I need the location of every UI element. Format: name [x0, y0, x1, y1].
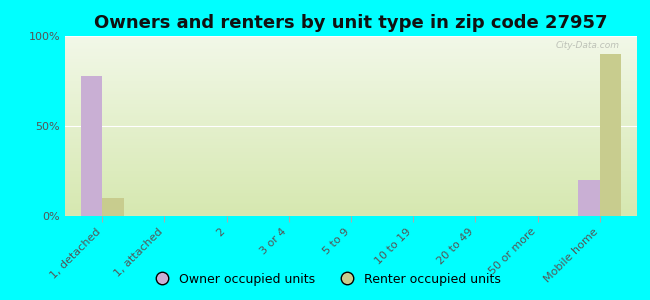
- Bar: [578, 180, 600, 216]
- Text: City-Data.com: City-Data.com: [556, 41, 620, 50]
- Bar: [102, 198, 124, 216]
- Title: Owners and renters by unit type in zip code 27957: Owners and renters by unit type in zip c…: [94, 14, 608, 32]
- Bar: [600, 54, 621, 216]
- Bar: [81, 76, 102, 216]
- Legend: Owner occupied units, Renter occupied units: Owner occupied units, Renter occupied un…: [144, 268, 506, 291]
